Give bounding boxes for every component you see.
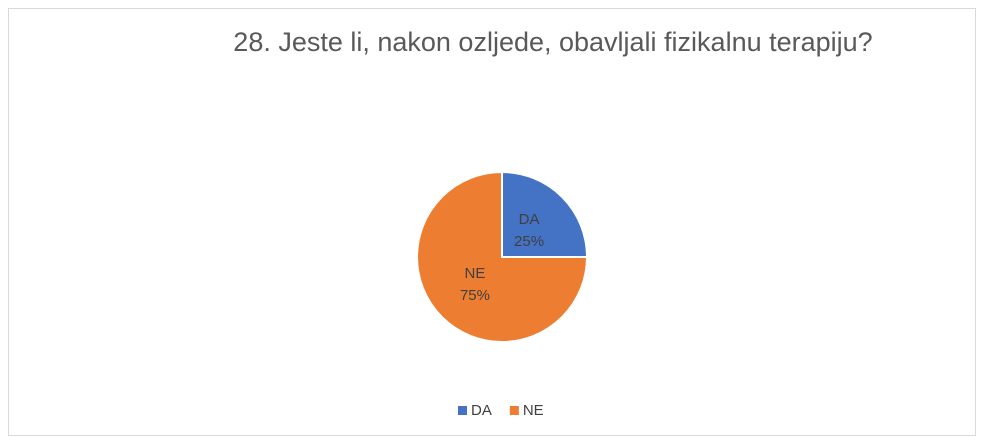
legend-swatch (509, 406, 519, 415)
data-label-value: 25% (514, 233, 544, 250)
chart-title: 28. Jeste li, nakon ozljede, obavljali f… (233, 27, 873, 57)
pie-slice (416, 170, 589, 343)
chart-border (8, 8, 976, 436)
data-label-category: NE (465, 265, 486, 282)
legend-label: DA (471, 402, 492, 419)
data-label-value: 75% (460, 287, 490, 304)
legend-label: NE (523, 402, 544, 419)
legend-swatch (458, 406, 467, 415)
pie-slice (501, 170, 589, 258)
data-label-category: DA (519, 211, 540, 228)
